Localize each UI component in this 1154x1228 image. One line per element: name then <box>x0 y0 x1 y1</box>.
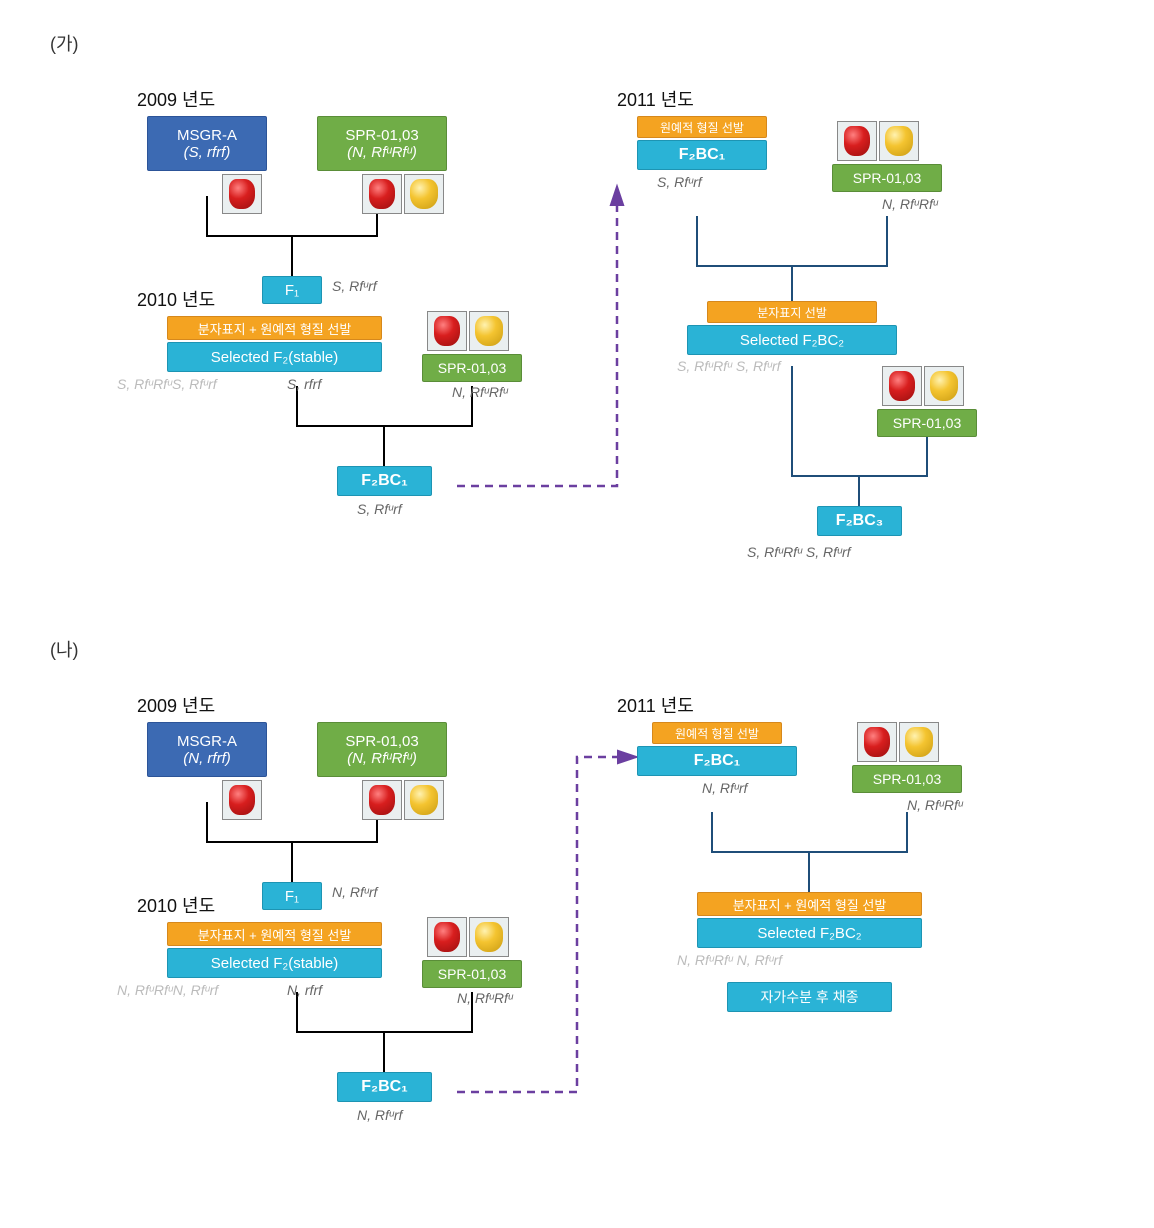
orange11mid-a: 분자표지 선발 <box>707 301 877 323</box>
pepper-red-icon <box>427 917 467 957</box>
year-2011-b: 2011 년도 <box>617 692 694 718</box>
self-b: 자가수분 후 채종 <box>727 982 892 1012</box>
pepper-red-icon <box>222 780 262 820</box>
pepper-yellow-icon <box>899 722 939 762</box>
spr-top-b-line2: (N, RfᵘRfᵘ) <box>347 750 417 767</box>
pepper-spr11bot-a <box>882 366 964 406</box>
pepper-red-icon <box>882 366 922 406</box>
pepper-red-icon <box>362 780 402 820</box>
sel-f2bc2-a: Selected F₂BC₂ <box>687 325 897 355</box>
year-2011-a: 2011 년도 <box>617 86 694 112</box>
year-2009-b: 2009 년도 <box>137 692 215 718</box>
year-2009-a: 2009 년도 <box>137 86 215 112</box>
pepper-red-icon <box>427 311 467 351</box>
spr-top-a-line1: SPR-01,03 <box>345 127 418 144</box>
f2bc1-b: F₂BC₁ <box>337 1072 432 1102</box>
msgr-a-line1: MSGR-A <box>177 127 237 144</box>
msgr-b-line1: MSGR-A <box>177 733 237 750</box>
diagram-b: 2009 년도 2010 년도 2011 년도 MSGR-A (N, rfrf)… <box>77 682 1077 1142</box>
msgr-b-line2: (N, rfrf) <box>183 750 230 767</box>
pepper-spr-top-a <box>362 174 444 214</box>
pepper-msgr-a <box>222 174 262 214</box>
sel-f2-b: Selected F₂(stable) <box>167 948 382 978</box>
msgr-a-line2: (S, rfrf) <box>184 144 231 161</box>
f2bc3-geno-a: S, RfᵘRfᵘ S, Rfᵘrf <box>747 544 851 560</box>
orange1-b: 분자표지 + 원예적 형질 선발 <box>167 922 382 946</box>
f1-geno-b: N, Rfᵘrf <box>332 884 377 900</box>
year-2010-b: 2010 년도 <box>137 892 215 918</box>
f1-geno-a: S, Rfᵘrf <box>332 278 377 294</box>
orange11top-b: 원예적 형질 선발 <box>652 722 782 744</box>
f2bc3-a: F₂BC₃ <box>817 506 902 536</box>
spr-top-a: SPR-01,03 (N, RfᵘRfᵘ) <box>317 116 447 171</box>
f2bc1-11-geno-b: N, Rfᵘrf <box>702 780 747 796</box>
pepper-spr2010-a <box>427 311 509 351</box>
f2bc1-11-a: F₂BC₁ <box>637 140 767 170</box>
pepper-spr11top-a <box>837 121 919 161</box>
spr2010-geno-b: N, RfᵘRfᵘ <box>457 990 513 1006</box>
pepper-yellow-icon <box>404 174 444 214</box>
spr2010-b: SPR-01,03 <box>422 960 522 988</box>
orange11mid-b: 분자표지 + 원예적 형질 선발 <box>697 892 922 916</box>
spr-top-b: SPR-01,03 (N, RfᵘRfᵘ) <box>317 722 447 777</box>
spr11bot-a: SPR-01,03 <box>877 409 977 437</box>
sel-f2-a: Selected F₂(stable) <box>167 342 382 372</box>
sel-f2bc2-geno-a: S, RfᵘRfᵘ S, Rfᵘrf <box>677 358 781 374</box>
pepper-msgr-b <box>222 780 262 820</box>
pepper-red-icon <box>857 722 897 762</box>
sel-f2-geno-l-b: N, RfᵘRfᵘN, Rfᵘrf <box>117 982 218 998</box>
sel-f2bc2-b: Selected F₂BC₂ <box>697 918 922 948</box>
year-2010-a: 2010 년도 <box>137 286 215 312</box>
pepper-yellow-icon <box>469 917 509 957</box>
msgr-b: MSGR-A (N, rfrf) <box>147 722 267 777</box>
diagram-a: 2009 년도 2010 년도 2011 년도 MSGR-A (S, rfrf)… <box>77 76 1077 596</box>
f1-a: F₁ <box>262 276 322 304</box>
sel-f2bc2-geno-b: N, RfᵘRfᵘ N, Rfᵘrf <box>677 952 782 968</box>
pepper-yellow-icon <box>924 366 964 406</box>
orange11top-a: 원예적 형질 선발 <box>637 116 767 138</box>
spr-top-a-line2: (N, RfᵘRfᵘ) <box>347 144 417 161</box>
pepper-red-icon <box>222 174 262 214</box>
spr11top-geno-b: N, RfᵘRfᵘ <box>907 797 963 813</box>
spr11top-b: SPR-01,03 <box>852 765 962 793</box>
spr-top-b-line1: SPR-01,03 <box>345 733 418 750</box>
pepper-spr2010-b <box>427 917 509 957</box>
spr11top-a: SPR-01,03 <box>832 164 942 192</box>
pepper-yellow-icon <box>469 311 509 351</box>
f2bc1-geno-a: S, Rfᵘrf <box>357 501 402 517</box>
spr2010-geno-a: N, RfᵘRfᵘ <box>452 384 508 400</box>
pepper-spr11top-b <box>857 722 939 762</box>
pepper-red-icon <box>362 174 402 214</box>
orange1-a: 분자표지 + 원예적 형질 선발 <box>167 316 382 340</box>
pepper-spr-top-b <box>362 780 444 820</box>
f2bc1-11-b: F₂BC₁ <box>637 746 797 776</box>
f2bc1-geno-b: N, Rfᵘrf <box>357 1107 402 1123</box>
sel-f2-geno-l-a: S, RfᵘRfᵘS, Rfᵘrf <box>117 376 217 392</box>
section-b-label: (나) <box>50 636 1134 662</box>
msgr-a: MSGR-A (S, rfrf) <box>147 116 267 171</box>
spr2010-a: SPR-01,03 <box>422 354 522 382</box>
section-a-label: (가) <box>50 30 1134 56</box>
pepper-red-icon <box>837 121 877 161</box>
pepper-yellow-icon <box>404 780 444 820</box>
sel-f2-geno-r-a: S, rfrf <box>287 376 321 392</box>
f2bc1-11-geno-a: S, Rfᵘrf <box>657 174 702 190</box>
spr11top-geno-a: N, RfᵘRfᵘ <box>882 196 938 212</box>
f1-b: F₁ <box>262 882 322 910</box>
sel-f2-geno-r-b: N, rfrf <box>287 982 322 998</box>
f2bc1-a: F₂BC₁ <box>337 466 432 496</box>
pepper-yellow-icon <box>879 121 919 161</box>
